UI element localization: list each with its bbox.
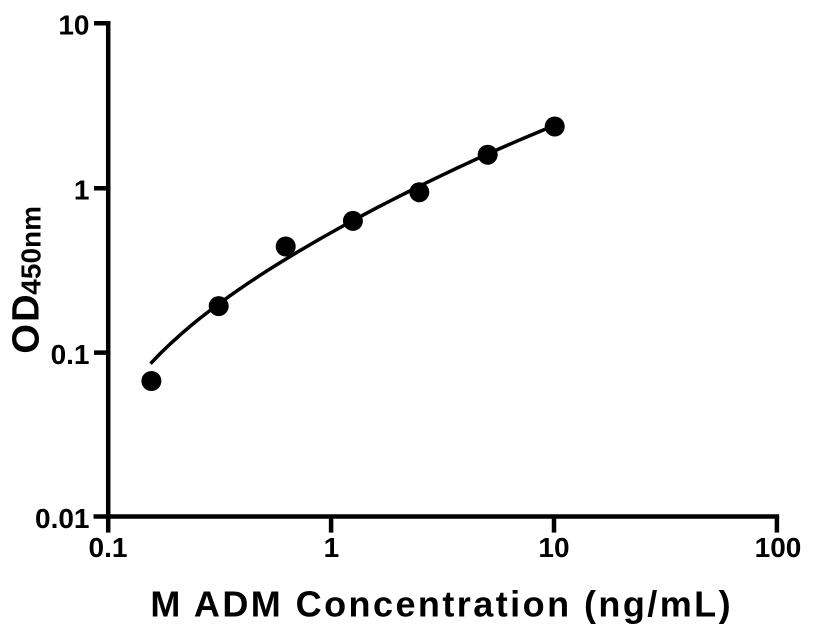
svg-text:100: 100 (755, 532, 802, 563)
svg-text:10: 10 (538, 532, 569, 563)
svg-text:0.1: 0.1 (89, 532, 128, 563)
svg-text:0.01: 0.01 (35, 503, 90, 534)
svg-text:10: 10 (58, 10, 89, 41)
svg-text:1: 1 (324, 532, 340, 563)
svg-text:M ADM Concentration (ng/mL): M ADM Concentration (ng/mL) (150, 583, 733, 624)
svg-text:1: 1 (74, 175, 90, 206)
svg-text:0.1: 0.1 (51, 339, 90, 370)
